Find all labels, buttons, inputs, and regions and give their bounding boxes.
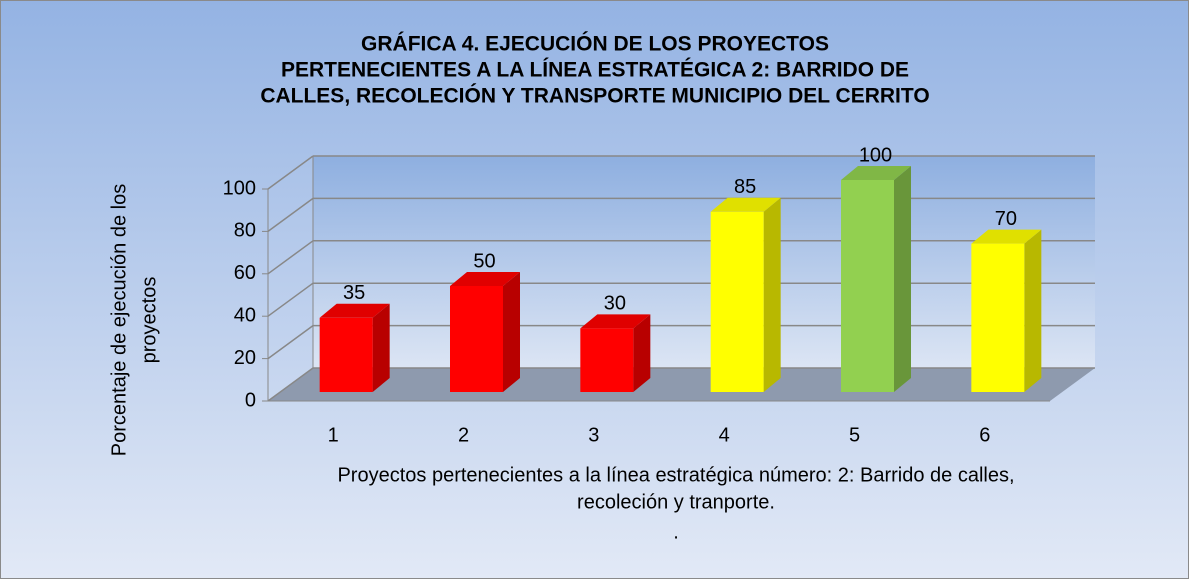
grid-line	[267, 240, 314, 275]
x-tick-label: 1	[328, 424, 339, 446]
y-tick-label: 80	[234, 220, 256, 242]
data-label: 70	[995, 208, 1017, 230]
bar-top	[710, 197, 781, 212]
bar-side	[503, 272, 520, 392]
bar-side	[372, 303, 390, 392]
data-label: 100	[859, 144, 892, 166]
data-label: 30	[604, 293, 626, 315]
bar-top	[450, 272, 520, 286]
bar-top	[319, 303, 390, 318]
bar	[450, 286, 503, 392]
y-axis-label: Porcentaje de ejecución de los	[108, 184, 130, 456]
x-tick-label: 6	[979, 424, 990, 446]
grid-line	[267, 282, 314, 317]
bar	[841, 180, 894, 392]
y-tick-label: 100	[223, 177, 256, 199]
x-tick-label: 5	[849, 424, 860, 446]
data-label: 35	[343, 282, 365, 304]
data-label: 85	[734, 176, 756, 198]
bar	[580, 328, 634, 392]
bar-top	[971, 229, 1042, 244]
chart-title: PERTENECIENTES A LA LÍNEA ESTRATÉGICA 2:…	[281, 59, 909, 82]
data-label: 50	[473, 250, 495, 272]
y-tick-label: 40	[234, 304, 256, 326]
chart-title: CALLES, RECOLECIÓN Y TRANSPORTE MUNICIPI…	[260, 84, 929, 108]
bar-side	[763, 197, 781, 392]
bar-top	[841, 166, 911, 180]
grid-line	[267, 197, 314, 233]
grid-line	[267, 367, 314, 402]
bar-side	[894, 166, 911, 392]
x-tick-label: 4	[719, 424, 730, 446]
bar	[710, 211, 764, 392]
x-axis-label: .	[673, 521, 679, 543]
x-axis-label: recoleción y tranporte.	[577, 491, 775, 513]
bar-side	[633, 314, 651, 392]
bar-side	[1024, 229, 1042, 392]
x-tick-label: 3	[588, 424, 599, 446]
grid-line	[267, 324, 314, 360]
y-tick-label: 60	[234, 262, 256, 284]
y-axis-label: proyectos	[138, 277, 160, 364]
chart-title: GRÁFICA 4. EJECUCIÓN DE LOS PROYECTOS	[361, 32, 829, 56]
x-axis-label: Proyectos pertenecientes a la línea estr…	[337, 464, 1014, 486]
floor	[268, 368, 1095, 401]
bar	[971, 243, 1025, 392]
y-tick-label: 20	[234, 347, 256, 369]
grid-line	[267, 155, 314, 190]
bar-top	[580, 314, 651, 329]
y-tick-label: 0	[245, 389, 256, 411]
bar	[319, 317, 373, 392]
x-tick-label: 2	[458, 424, 469, 446]
